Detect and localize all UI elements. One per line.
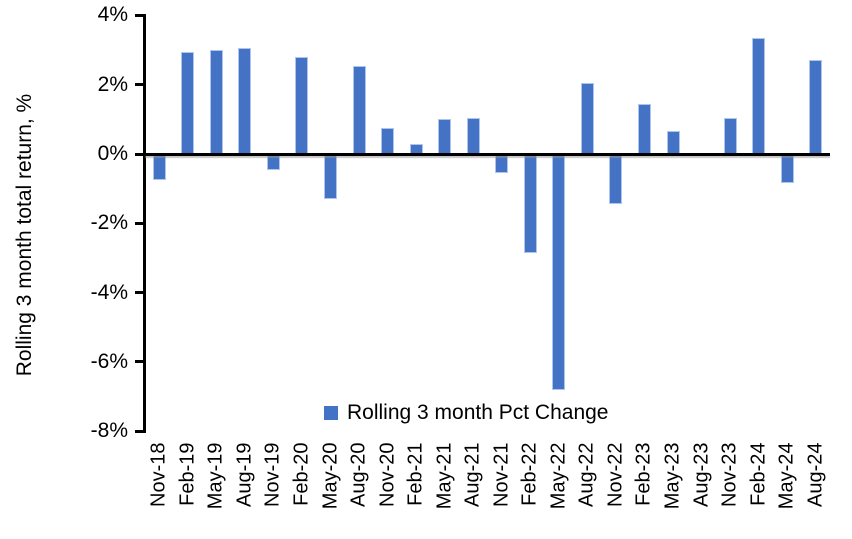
bar bbox=[438, 119, 452, 154]
x-axis-tick-label: May-20 bbox=[319, 442, 342, 510]
bar bbox=[523, 154, 537, 253]
y-axis-tick-label: -4% bbox=[90, 280, 128, 304]
bar bbox=[752, 37, 766, 154]
x-axis-tick-label: Aug-24 bbox=[804, 442, 827, 508]
x-axis-tick-label: Aug-20 bbox=[347, 442, 370, 508]
x-axis-tick-label: May-19 bbox=[204, 442, 227, 510]
bar bbox=[181, 51, 195, 154]
bar bbox=[723, 117, 737, 154]
y-axis-tick-mark bbox=[135, 83, 145, 87]
bar bbox=[324, 154, 338, 200]
bar bbox=[381, 128, 395, 154]
x-axis-tick-label: May-24 bbox=[775, 442, 798, 510]
y-axis-title: Rolling 3 month total return, % bbox=[13, 93, 36, 377]
x-axis-tick-label: Nov-23 bbox=[718, 442, 741, 507]
y-axis-tick-label: 2% bbox=[97, 72, 128, 96]
y-axis-tick-mark bbox=[135, 360, 145, 364]
x-axis-tick-label: Aug-21 bbox=[461, 442, 484, 508]
y-axis-tick-label: -8% bbox=[90, 419, 128, 443]
y-axis-tick-mark bbox=[135, 221, 145, 225]
x-axis-tick-label: Nov-18 bbox=[147, 442, 170, 507]
x-axis-tick-label: Feb-23 bbox=[632, 442, 655, 506]
x-axis-tick-label: Nov-19 bbox=[261, 442, 284, 507]
x-axis-tick-label: Feb-22 bbox=[518, 442, 541, 506]
bar bbox=[609, 154, 623, 205]
legend-label: Rolling 3 month Pct Change bbox=[347, 401, 609, 424]
x-axis-line bbox=[145, 152, 830, 156]
bar bbox=[352, 65, 366, 154]
y-axis-tick-mark bbox=[135, 429, 145, 433]
bar bbox=[637, 103, 651, 154]
bar bbox=[666, 131, 680, 154]
x-axis-tick-label: Aug-22 bbox=[575, 442, 598, 508]
y-axis-tick-mark bbox=[135, 152, 145, 156]
y-axis-tick-mark bbox=[135, 291, 145, 295]
x-axis-tick-label: May-21 bbox=[433, 442, 456, 510]
y-axis-tick-label: -2% bbox=[90, 211, 128, 235]
y-axis-tick-label: 4% bbox=[97, 3, 128, 27]
x-axis-tick-label: Nov-21 bbox=[490, 442, 513, 507]
y-axis-tick-label: 0% bbox=[97, 142, 128, 165]
bar bbox=[209, 50, 223, 154]
y-axis-tick-label: -6% bbox=[90, 349, 128, 373]
x-axis-tick-label: Nov-22 bbox=[604, 442, 627, 507]
x-axis-tick-label: Feb-19 bbox=[176, 442, 199, 506]
y-axis-tick-mark bbox=[135, 13, 145, 17]
x-axis-tick-label: Nov-20 bbox=[376, 442, 399, 507]
bar bbox=[552, 154, 566, 390]
bar bbox=[809, 60, 823, 154]
bar bbox=[495, 154, 509, 174]
bar bbox=[466, 117, 480, 154]
bar bbox=[152, 154, 166, 180]
bar bbox=[266, 154, 280, 170]
y-axis-line bbox=[143, 13, 146, 433]
x-axis-tick-label: Feb-24 bbox=[747, 442, 770, 506]
x-axis-tick-label: Aug-19 bbox=[233, 442, 256, 508]
x-axis-tick-label: May-22 bbox=[547, 442, 570, 510]
bar bbox=[295, 56, 309, 154]
x-axis-tick-label: Feb-20 bbox=[290, 442, 313, 506]
legend-marker-square-icon bbox=[324, 406, 338, 420]
x-axis-tick-label: Aug-23 bbox=[690, 442, 713, 508]
bar bbox=[238, 48, 252, 154]
x-axis-tick-label: May-23 bbox=[661, 442, 684, 510]
x-axis-tick-label: Feb-21 bbox=[404, 442, 427, 506]
bar bbox=[580, 82, 594, 154]
legend: Rolling 3 month Pct Change bbox=[324, 401, 609, 425]
bar bbox=[780, 154, 794, 184]
